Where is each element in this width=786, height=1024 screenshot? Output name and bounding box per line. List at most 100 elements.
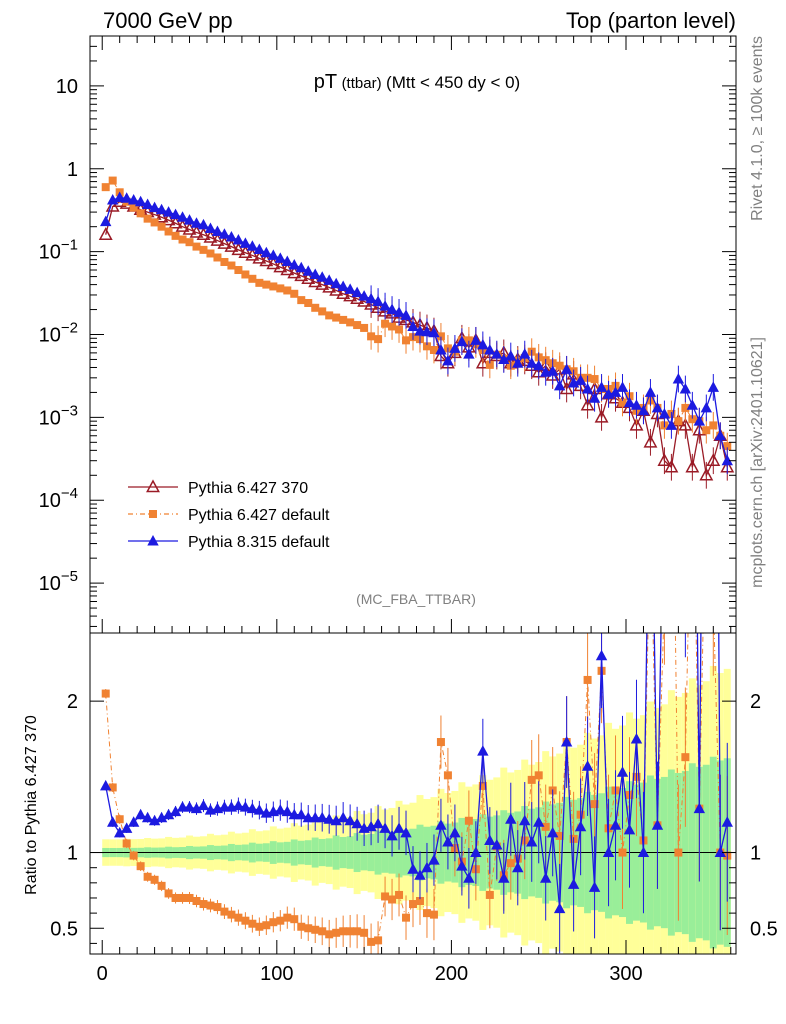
data-point (262, 280, 271, 289)
ratio-point (646, 515, 654, 523)
ratio-point (541, 822, 550, 831)
data-point (358, 290, 370, 301)
y-tick-label: 10−3 (39, 402, 78, 429)
data-point (491, 348, 503, 359)
ratio-point (505, 813, 517, 824)
data-point (318, 307, 327, 316)
data-point (127, 193, 140, 205)
ratio-point (255, 922, 264, 931)
ratio-point (178, 893, 187, 902)
data-point (190, 217, 203, 228)
ratio-point (539, 872, 552, 883)
data-point (150, 218, 159, 227)
ratio-point (120, 822, 133, 833)
ratio-point (164, 889, 173, 898)
data-point (196, 227, 211, 240)
ratio-series-2 (100, 633, 733, 954)
data-point (456, 335, 468, 347)
data-point (316, 271, 328, 282)
data-point (164, 227, 173, 236)
data-point (470, 334, 482, 345)
data-point (367, 332, 376, 341)
ratio-point (393, 822, 405, 833)
data-point (141, 198, 154, 210)
data-point (309, 268, 321, 279)
data-point (192, 242, 201, 251)
data-point (148, 201, 161, 213)
data-point (162, 206, 175, 217)
ratio-point (281, 805, 293, 817)
data-point (238, 245, 253, 258)
ratio-point (435, 819, 447, 830)
ratio-point (618, 848, 627, 857)
ratio-point (206, 901, 215, 910)
data-point (407, 320, 419, 331)
data-point (581, 382, 594, 394)
data-point (351, 286, 363, 298)
data-point (709, 421, 718, 430)
data-point (442, 354, 454, 366)
ratio-point (560, 736, 573, 747)
data-point (588, 392, 601, 403)
data-point (168, 215, 183, 229)
data-point (304, 298, 313, 307)
ratio-point (213, 903, 222, 912)
ratio-point (546, 826, 559, 838)
ratio-point (415, 897, 424, 906)
data-point (422, 342, 431, 351)
data-point (365, 292, 377, 304)
x-tick-label: 300 (609, 963, 642, 985)
data-point (658, 407, 671, 419)
legend-label: Pythia 8.315 default (188, 534, 330, 551)
ratio-point (297, 922, 306, 931)
ratio-point (318, 927, 327, 936)
data-point (155, 203, 168, 215)
data-point (234, 266, 243, 275)
ratio-point (316, 811, 328, 823)
data-point (189, 224, 204, 238)
data-point (344, 283, 356, 294)
data-point (629, 417, 644, 431)
data-point (484, 344, 496, 355)
data-point (546, 365, 559, 376)
ratio-point (290, 915, 299, 924)
data-point (393, 306, 405, 317)
ratio-point (346, 927, 355, 936)
ratio-point (456, 860, 468, 871)
data-point (374, 335, 383, 344)
data-point (688, 415, 697, 424)
data-point (428, 326, 440, 338)
mcplots-label: mcplots.cern.ch [arXiv:2401.10621] (749, 337, 766, 588)
data-point (555, 361, 564, 370)
ratio-point (637, 846, 650, 858)
ratio-point (304, 924, 313, 933)
data-point (281, 255, 293, 267)
data-point (253, 243, 266, 255)
ratio-point (409, 900, 417, 909)
data-point (108, 176, 117, 185)
data-point (302, 265, 314, 276)
ratio-point (169, 805, 182, 817)
data-point (505, 350, 517, 361)
data-point (136, 209, 145, 218)
data-point (519, 348, 531, 359)
ratio-point (115, 815, 124, 824)
ratio-point (616, 766, 629, 777)
ratio-point (155, 811, 168, 823)
data-point (246, 240, 259, 251)
data-point (512, 357, 524, 368)
ratio-frame (89, 632, 737, 955)
ratio-point (381, 892, 390, 901)
x-tick-label: 0 (97, 963, 108, 985)
ratio-point (113, 826, 126, 838)
ratio-point (248, 919, 257, 928)
main-plot: 10−5 10−4 10−3 10−2 10−1 1 10 pT (ttbar) (Mtt … (39, 35, 737, 634)
ratio-point (150, 875, 159, 884)
data-point (678, 417, 693, 431)
data-point (101, 183, 110, 192)
ratio-point (485, 890, 494, 899)
ratio-point (609, 819, 622, 830)
data-point (674, 417, 683, 426)
data-point (609, 386, 622, 397)
ratio-point (436, 738, 445, 747)
